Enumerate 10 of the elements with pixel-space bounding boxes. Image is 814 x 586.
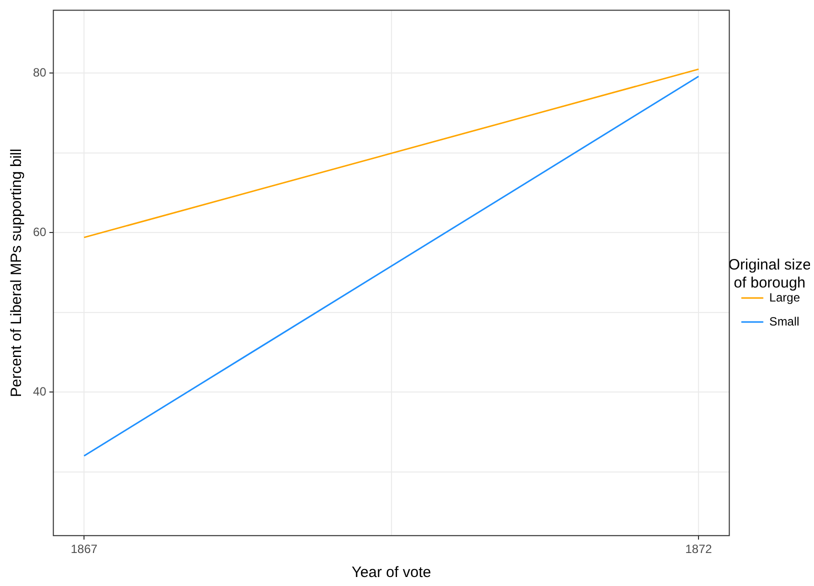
y-tick-label: 80 <box>32 65 47 80</box>
x-tick-label: 1872 <box>685 542 712 556</box>
y-tick-label: 40 <box>32 384 47 398</box>
legend-label: Large <box>769 290 800 304</box>
legend-title: Original size of borough <box>728 256 811 292</box>
y-axis-title: Percent of Liberal MPs supporting bill <box>8 148 26 398</box>
y-tick-label: 60 <box>32 224 47 239</box>
x-tick-label: 1867 <box>70 542 98 556</box>
x-axis-title: Year of vote <box>352 564 432 582</box>
legend-label: Small <box>769 314 800 328</box>
